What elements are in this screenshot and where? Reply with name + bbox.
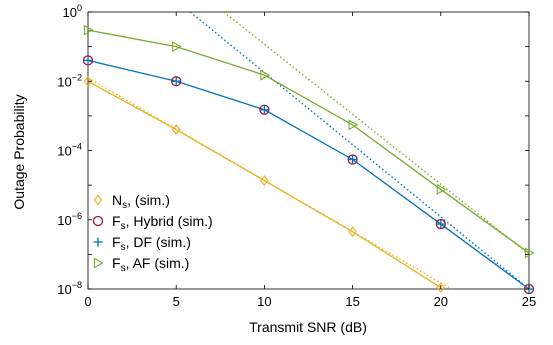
x-axis-ticks: 0 5 10 15 20 25 [84, 12, 536, 309]
asymptote-lines [88, 12, 529, 289]
y-axis-label: Outage Probability [11, 94, 27, 209]
data-point-diamond [348, 226, 357, 238]
asymptote-line [189, 12, 529, 289]
data-point-plus [83, 55, 93, 65]
x-tick-label: 25 [522, 294, 536, 309]
legend-entry: Fs, Hybrid (sim.) [92, 213, 213, 232]
legend-entry: Fs, AF (sim.) [93, 255, 189, 274]
x-tick-label: 10 [257, 294, 271, 309]
x-tick-label: 15 [345, 294, 359, 309]
series-line [88, 59, 529, 289]
x-tick-label: 5 [173, 294, 180, 309]
legend-entry: Ns, (sim.) [93, 192, 170, 211]
data-point-plus [171, 76, 181, 86]
y-tick-label: 10−8 [57, 280, 82, 297]
legend-marker-plus [93, 237, 103, 247]
y-tick-label: 10−6 [57, 211, 82, 228]
series-lines [88, 29, 529, 289]
series-markers [82, 24, 535, 295]
x-tick-label: 0 [84, 294, 91, 309]
data-point-triangle-right [436, 184, 447, 195]
x-tick-label: 20 [434, 294, 448, 309]
data-point-plus [348, 154, 358, 164]
data-point-plus [259, 105, 269, 115]
data-point-diamond [83, 75, 93, 87]
legend: Ns, (sim.) Fs, Hybrid (sim.) Fs, DF (sim.)… [92, 192, 213, 274]
legend-label: Fs, Hybrid (sim.) [112, 213, 213, 232]
legend-label: Ns, (sim.) [112, 192, 170, 211]
legend-marker-circle [92, 215, 104, 227]
data-point-diamond [436, 282, 446, 293]
legend-label: Fs, DF (sim.) [112, 234, 191, 253]
series-line [88, 80, 442, 289]
asymptote-line [223, 12, 529, 255]
data-point-triangle-right [172, 41, 182, 53]
data-point-diamond [260, 175, 269, 186]
legend-entry: Fs, DF (sim.) [93, 234, 191, 253]
y-tick-label: 10−4 [57, 142, 82, 159]
y-tick-label: 100 [63, 3, 82, 20]
data-point-triangle-right [83, 24, 94, 36]
data-point-triangle-right [260, 69, 271, 81]
series-line [88, 29, 529, 254]
legend-label: Fs, AF (sim.) [112, 255, 189, 274]
x-axis-label: Transmit SNR (dB) [249, 319, 367, 335]
y-axis-ticks: 100 10−2 10−4 10−6 10−8 [57, 3, 529, 297]
y-tick-label: 10−2 [57, 72, 82, 89]
legend-marker-triangle-right [93, 257, 104, 269]
data-point-triangle-right [348, 119, 359, 131]
data-point-diamond [171, 124, 181, 136]
data-point-plus [436, 219, 446, 229]
legend-marker-diamond [93, 194, 103, 206]
data-point-triangle-right [524, 247, 535, 259]
